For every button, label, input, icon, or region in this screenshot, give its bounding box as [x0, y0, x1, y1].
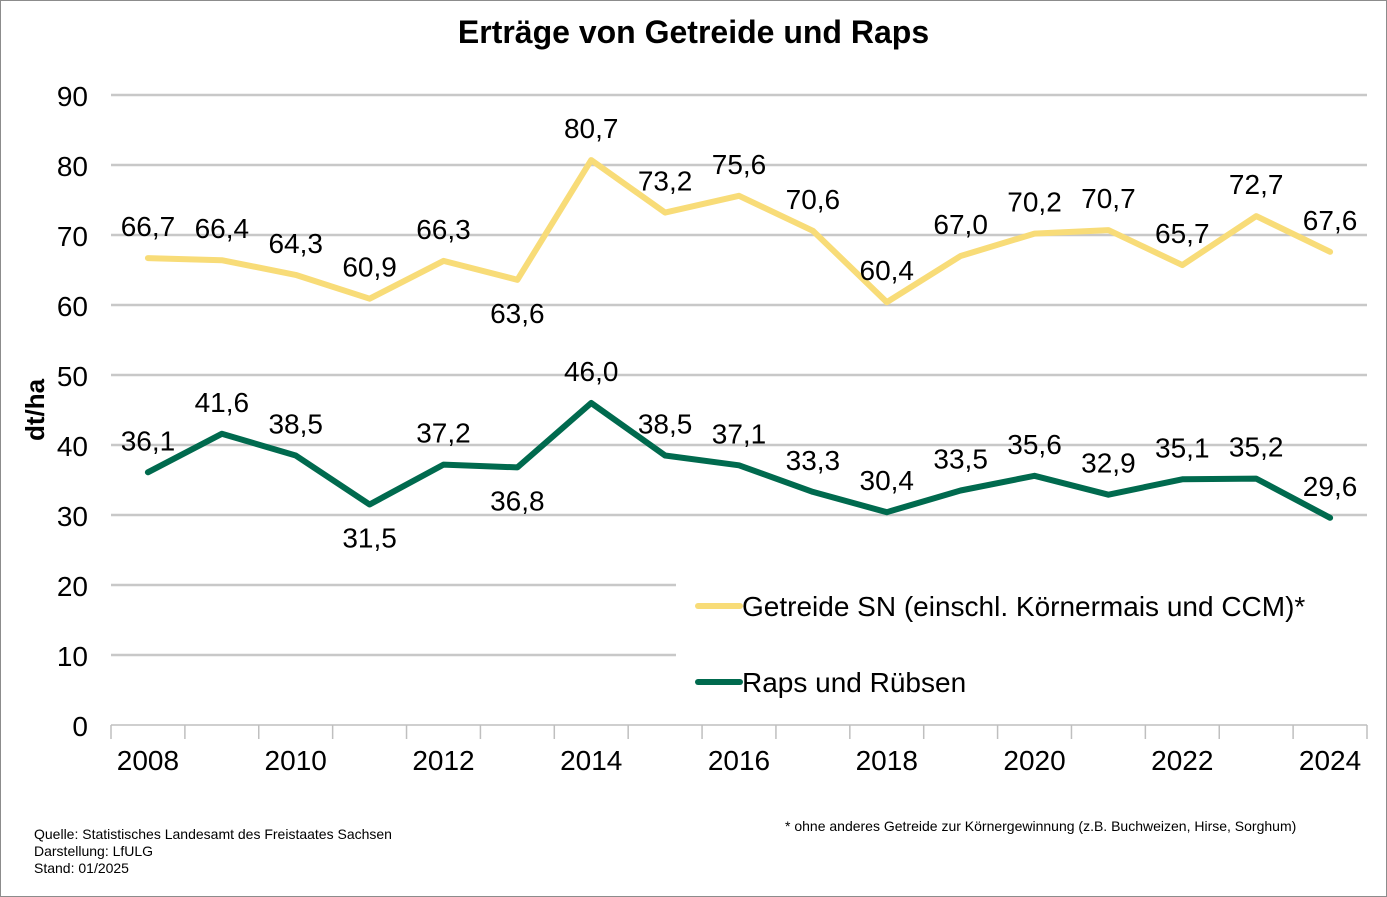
data-label: 30,4: [860, 465, 915, 496]
data-label: 64,3: [268, 228, 323, 259]
data-label: 66,3: [416, 214, 471, 245]
y-axis-label: dt/ha: [20, 378, 50, 441]
data-label: 70,2: [1007, 187, 1062, 218]
data-label: 80,7: [564, 113, 619, 144]
data-label: 32,9: [1081, 448, 1136, 479]
data-label: 63,6: [490, 298, 545, 329]
data-label: 65,7: [1155, 218, 1210, 249]
x-tick-label: 2022: [1151, 745, 1213, 776]
y-tick-label: 70: [57, 221, 88, 252]
data-label: 60,4: [860, 255, 915, 286]
data-label: 66,4: [195, 213, 250, 244]
data-label: 36,8: [490, 485, 545, 516]
data-label: 67,6: [1303, 205, 1358, 236]
data-label: 36,1: [121, 425, 176, 456]
data-label: 38,5: [268, 409, 323, 440]
data-label: 70,7: [1081, 183, 1136, 214]
series-line-2: [144, 400, 1334, 521]
x-tick-label: 2008: [117, 745, 179, 776]
data-label: 60,9: [342, 252, 397, 283]
x-tick-label: 2018: [856, 745, 918, 776]
y-tick-label: 90: [57, 81, 88, 112]
data-label: 38,5: [638, 409, 693, 440]
series-line-1: [144, 157, 1334, 306]
footnote-text: * ohne anderes Getreide zur Körnergewinn…: [785, 818, 1297, 834]
data-label: 33,5: [933, 444, 988, 475]
x-tick-label: 2014: [560, 745, 622, 776]
data-label: 75,6: [712, 149, 767, 180]
y-tick-label: 60: [57, 291, 88, 322]
chart-title: Erträge von Getreide und Raps: [457, 14, 930, 50]
y-tick-label: 40: [57, 431, 88, 462]
data-label: 35,1: [1155, 432, 1210, 463]
data-label: 33,3: [786, 445, 841, 476]
status-text: Stand: 01/2025: [34, 860, 129, 876]
source-text: Quelle: Statistisches Landesamt des Frei…: [34, 826, 392, 842]
data-label: 37,2: [416, 418, 471, 449]
data-labels: 66,7 66,4 64,3 60,9 66,3 63,6 80,7 73,2 75,6 70,6…: [121, 113, 1358, 553]
data-label: 41,6: [195, 387, 250, 418]
legend-box: [676, 570, 1376, 715]
data-label: 35,6: [1007, 429, 1062, 460]
x-tick-label: 2012: [412, 745, 474, 776]
data-label: 72,7: [1229, 169, 1284, 200]
data-label: 66,7: [121, 211, 176, 242]
x-tick-label: 2020: [1003, 745, 1065, 776]
y-tick-label: 0: [72, 711, 88, 742]
data-label: 35,2: [1229, 432, 1284, 463]
data-label: 29,6: [1303, 471, 1358, 502]
data-label: 31,5: [342, 523, 397, 554]
x-tick-label: 2016: [708, 745, 770, 776]
legend-label-2: Raps und Rübsen: [742, 667, 966, 698]
y-tick-label: 10: [57, 641, 88, 672]
data-label: 73,2: [638, 166, 693, 197]
series-lines: [144, 157, 1334, 521]
y-tick-label: 80: [57, 151, 88, 182]
data-label: 67,0: [933, 209, 988, 240]
presentation-text: Darstellung: LfULG: [34, 843, 154, 859]
legend: Getreide SN (einschl. Körnermais und CCM…: [676, 570, 1376, 715]
data-label: 37,1: [712, 418, 767, 449]
x-tick-label: 2010: [265, 745, 327, 776]
y-tick-label: 30: [57, 501, 88, 532]
y-tick-label: 20: [57, 571, 88, 602]
legend-label-1: Getreide SN (einschl. Körnermais und CCM…: [742, 591, 1305, 622]
data-label: 70,6: [786, 184, 841, 215]
y-tick-label: 50: [57, 361, 88, 392]
x-tick-label: 2024: [1299, 745, 1361, 776]
source-notes: Quelle: Statistisches Landesamt des Frei…: [34, 826, 392, 877]
data-label: 46,0: [564, 356, 619, 387]
axes: 0 10 20 30 40 50 60 70 80 90 2008 2010 2012 2014 2016 2…: [20, 81, 1368, 776]
